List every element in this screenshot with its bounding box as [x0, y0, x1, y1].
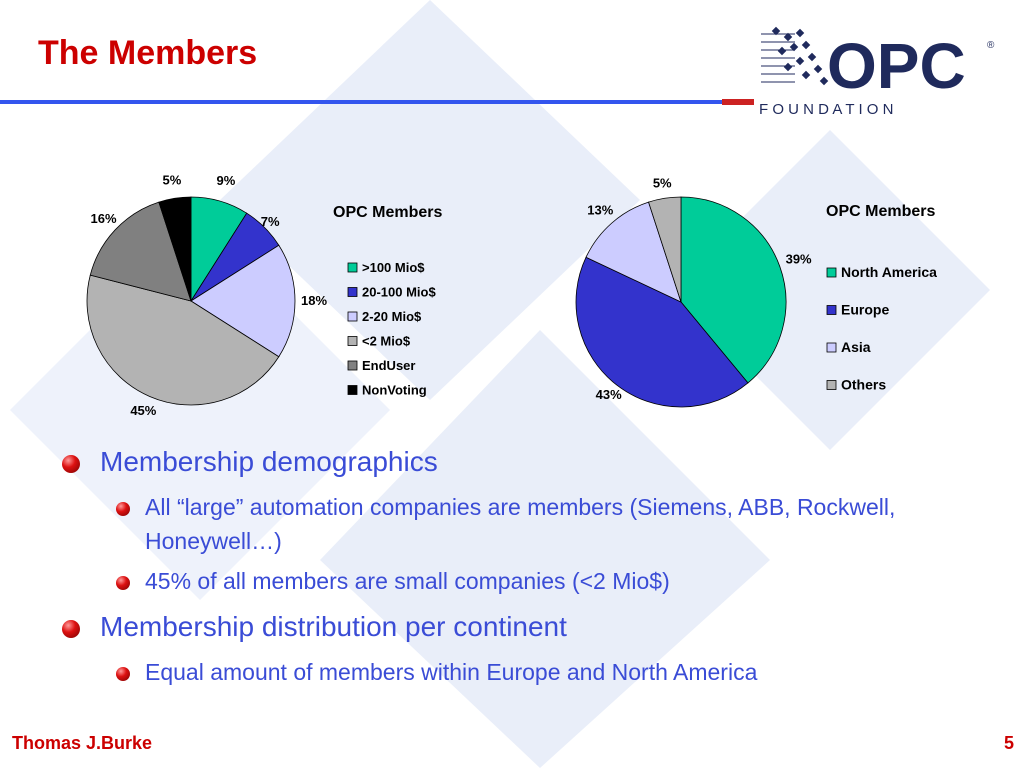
- logo-wordmark: OPC: [827, 30, 966, 102]
- bullet-text: Membership distribution per continent: [100, 611, 567, 642]
- pie-slice-nonvoting: [158, 196, 192, 302]
- chart-title: OPC Members: [333, 204, 442, 221]
- legend-swatch: [347, 360, 358, 371]
- chart-legend: >100 Mio$ 20-100 Mio$ 2-20 Mio$ <2 Mio$ EndU…: [347, 260, 436, 398]
- pie-data-label: 18%: [301, 293, 327, 308]
- legend-label: 2-20 Mio$: [362, 309, 422, 324]
- sub-bullet-text: All “large” automation companies are mem…: [145, 494, 896, 554]
- legend-label: North America: [841, 264, 937, 280]
- logo-lines: [761, 33, 795, 83]
- bullet-icon: [116, 667, 130, 681]
- legend-label: >100 Mio$: [362, 260, 425, 275]
- sub-bullet-text: 45% of all members are small companies (…: [145, 568, 670, 594]
- pie-slice-enduser: [89, 201, 192, 302]
- bullet-icon: [116, 576, 130, 590]
- pie-slice-others: [648, 196, 682, 303]
- pie-data-label: 39%: [786, 252, 812, 267]
- pie-slice-asia: [585, 201, 682, 303]
- legend-swatch: [347, 385, 358, 395]
- pie-data-label: 5%: [163, 173, 182, 188]
- legend-label: EndUser: [362, 358, 415, 373]
- legend-label: NonVoting: [362, 383, 427, 398]
- legend-label: Europe: [841, 302, 889, 318]
- pie-data-label: 5%: [653, 175, 672, 190]
- slide-title: The Members: [38, 34, 258, 72]
- pie-slice--2-mio-: [86, 274, 280, 406]
- pie-data-label: 13%: [587, 202, 613, 217]
- pie-data-label: 16%: [91, 211, 117, 226]
- pie-slice-north-america: [680, 196, 787, 384]
- legend-swatch: [826, 267, 837, 278]
- pie-chart-2: 39% 43% 13% 5% OPC Members North America Europ…: [575, 175, 937, 408]
- pie-slice-europe: [575, 256, 749, 408]
- legend-swatch: [826, 342, 837, 353]
- chart-legend: North America Europe Asia Others: [826, 264, 937, 393]
- legend-swatch: [826, 305, 837, 315]
- legend-swatch: [347, 287, 358, 297]
- opc-foundation-logo: OPC ® F O U N D A T I O N: [759, 26, 995, 118]
- legend-label: 20-100 Mio$: [362, 285, 436, 300]
- pie-data-label: 9%: [216, 173, 235, 188]
- pie-data-label: 7%: [261, 214, 280, 229]
- legend-swatch: [347, 311, 358, 322]
- legend-label: Asia: [841, 339, 871, 355]
- bullet-text: Membership demographics: [100, 446, 438, 477]
- pie-slice-2-20-mio-: [190, 244, 296, 358]
- logo-subtitle: F O U N D A T I O N: [759, 101, 893, 118]
- footer-author: Thomas J.Burke: [12, 733, 153, 753]
- bullet-icon: [116, 502, 130, 516]
- legend-swatch: [347, 336, 358, 346]
- charts-area: 9% 7% 18% 45% 16% 5% OPC Members >100 Mio$ 20-10…: [86, 173, 937, 418]
- legend-swatch: [826, 380, 837, 390]
- pie-chart-1: 9% 7% 18% 45% 16% 5% OPC Members >100 Mio$ 20-10…: [86, 173, 442, 418]
- chart-title: OPC Members: [826, 203, 935, 220]
- registered-mark: ®: [987, 40, 995, 51]
- pie-data-label: 45%: [130, 403, 156, 418]
- legend-swatch: [347, 262, 358, 273]
- legend-label: Others: [841, 377, 886, 393]
- sub-bullet-text: Equal amount of members within Europe an…: [145, 659, 758, 685]
- bullet-icon: [62, 455, 80, 473]
- legend-label: <2 Mio$: [362, 334, 411, 349]
- title-rule-accent: [722, 99, 754, 105]
- pie-data-label: 43%: [596, 387, 622, 402]
- bullet-icon: [62, 620, 80, 638]
- title-rule: [0, 100, 752, 104]
- page-number: 5: [1003, 733, 1014, 753]
